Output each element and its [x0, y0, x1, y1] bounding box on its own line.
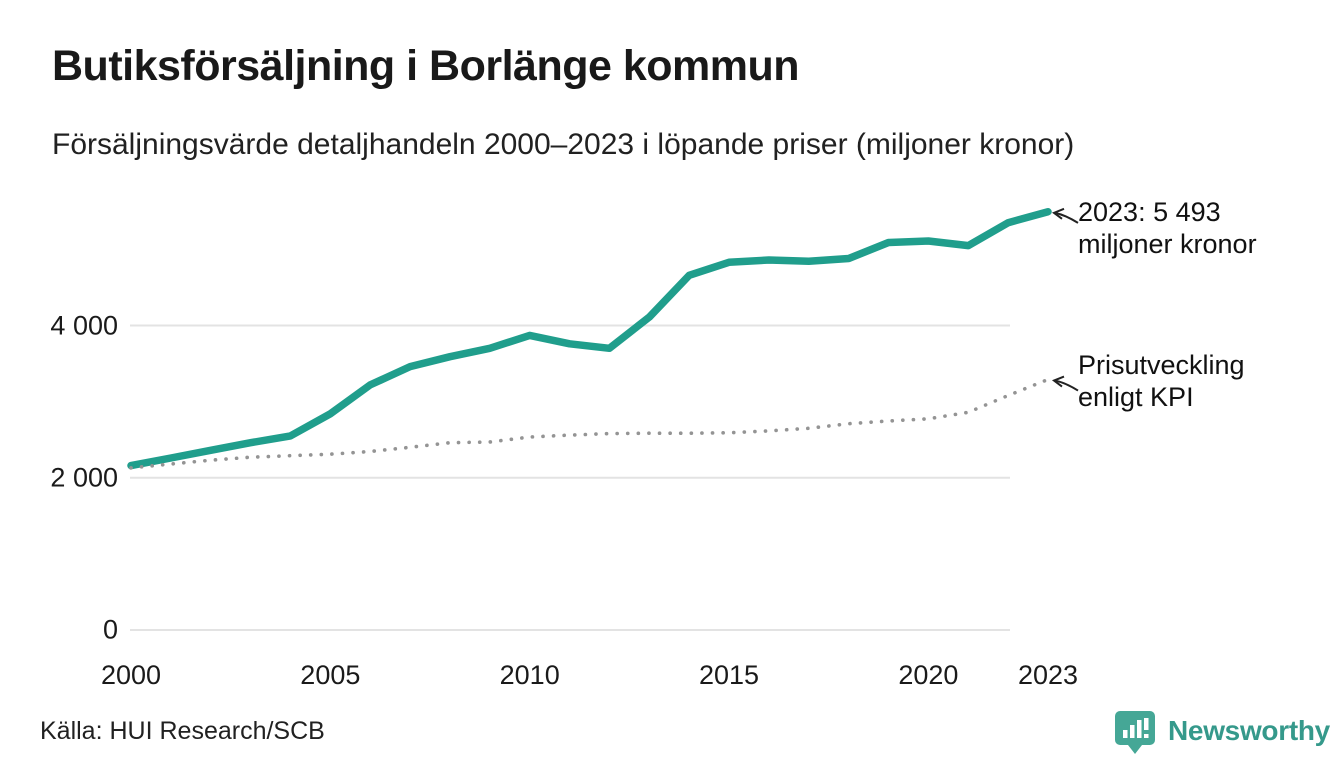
sales-line [127, 208, 1052, 470]
page-subtitle: Försäljningsvärde detaljhandeln 2000–202… [52, 128, 1075, 161]
x-tick-label: 2010 [499, 660, 560, 690]
annotation-kpi-line2: enligt KPI [1078, 382, 1194, 413]
annotation-latest-value: 2023: 5 493 miljoner kronor [1078, 196, 1257, 261]
y-tick-label: 2 000 [50, 462, 118, 493]
brand-name: Newsworthy [1168, 715, 1330, 746]
kpi-line [129, 377, 1050, 470]
x-tick-label: 2015 [698, 660, 760, 690]
annotation-kpi-line1: Prisutveckling [1078, 350, 1245, 380]
x-tick-label: 2005 [300, 660, 361, 690]
annotation-latest-value-line1: 2023: 5 493 [1078, 197, 1221, 227]
page-title: Butiksförsäljning i Borlänge kommun [52, 42, 800, 90]
x-tick-label: 2000 [100, 660, 162, 690]
annotation-arrowhead [1051, 207, 1065, 220]
source-note: Källa: HUI Research/SCB [40, 717, 325, 745]
annotation-arrowhead [1051, 375, 1065, 388]
y-tick-label: 0 [102, 614, 118, 645]
x-tick-label: 2020 [898, 660, 959, 690]
bar-chart-speech-bubble-icon [1115, 711, 1155, 754]
annotation-kpi-series: Prisutveckling enligt KPI [1078, 349, 1245, 414]
annotation-arrow [1054, 379, 1079, 392]
y-tick-label: 4 000 [50, 310, 118, 340]
annotation-arrow [1054, 211, 1079, 224]
newsworthy-logo: Newsworthy [1114, 709, 1330, 755]
x-tick-label: 2023 [1017, 660, 1079, 690]
annotation-latest-value-line2: miljoner kronor [1078, 229, 1257, 260]
